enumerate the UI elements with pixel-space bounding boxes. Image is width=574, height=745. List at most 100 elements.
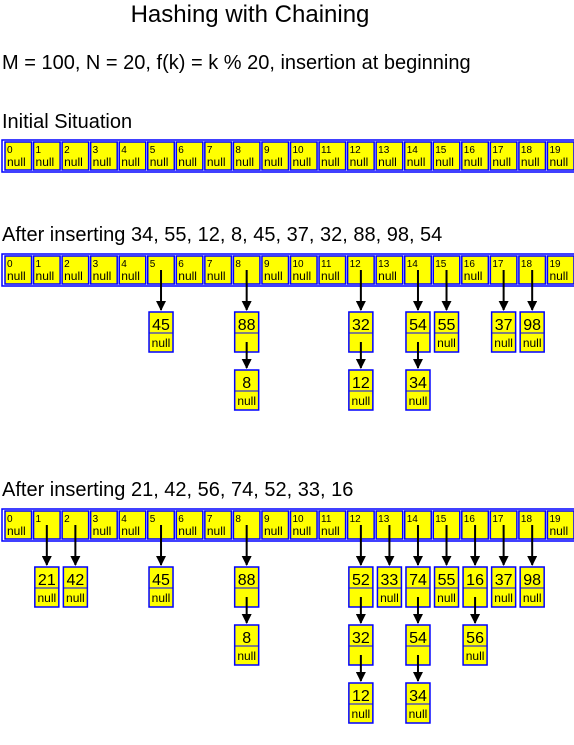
slot-index-3: 3 xyxy=(93,259,99,270)
slot-19 xyxy=(546,255,574,285)
hash-table-1: 0null1null2null3null4null545null6null7nu… xyxy=(1,253,574,411)
slot-index-5: 5 xyxy=(150,514,156,525)
slot-index-5: 5 xyxy=(150,145,156,156)
chain-node-98 xyxy=(519,566,545,608)
chain-node-null: null xyxy=(237,649,256,663)
slot-1 xyxy=(32,141,61,171)
slot-index-6: 6 xyxy=(178,514,184,525)
slot-2 xyxy=(61,141,90,171)
hash-table-0: 0null1null2null3null4null5null6null7null… xyxy=(1,139,574,173)
slot-null-13: null xyxy=(378,155,397,169)
slot-11 xyxy=(318,255,347,285)
slot-index-19: 19 xyxy=(549,514,561,525)
slot-19 xyxy=(546,510,574,540)
chain-node-null: null xyxy=(152,336,171,350)
chain-node-12 xyxy=(348,682,374,724)
slot-index-6: 6 xyxy=(178,259,184,270)
slot-index-11: 11 xyxy=(321,145,332,156)
slot-null-10: null xyxy=(293,155,312,169)
chain-node-55 xyxy=(433,566,460,608)
chain-node-key: 21 xyxy=(38,572,56,589)
slot-7 xyxy=(204,141,233,171)
slot-index-16: 16 xyxy=(464,259,476,270)
chain-node-null: null xyxy=(37,591,56,605)
chain-node-null: null xyxy=(409,707,428,721)
slot-null-6: null xyxy=(178,269,197,283)
chain-node-8 xyxy=(233,369,260,411)
slot-index-12: 12 xyxy=(350,259,362,270)
chain-node-null: null xyxy=(380,591,399,605)
slot-index-18: 18 xyxy=(521,259,533,270)
slot-null-4: null xyxy=(121,155,140,169)
slot-null-10: null xyxy=(293,269,312,283)
slot-index-4: 4 xyxy=(121,514,127,525)
chain-node-null: null xyxy=(437,336,456,350)
slot-index-5: 5 xyxy=(150,259,156,270)
slot-10 xyxy=(289,255,318,285)
chain-node-key: 54 xyxy=(409,630,427,647)
slot-null-7: null xyxy=(207,269,226,283)
slot-index-14: 14 xyxy=(407,514,419,525)
chain-node-key: 54 xyxy=(409,317,427,334)
slot-null-0: null xyxy=(7,155,26,169)
slot-6 xyxy=(175,510,204,540)
slot-index-13: 13 xyxy=(378,145,390,156)
slot-null-16: null xyxy=(464,155,483,169)
chain-node-null: null xyxy=(466,649,485,663)
slot-index-8: 8 xyxy=(235,145,241,156)
slot-13 xyxy=(375,255,404,285)
slot-null-3: null xyxy=(93,524,112,538)
slot-14 xyxy=(403,141,433,171)
slot-index-4: 4 xyxy=(121,259,127,270)
slot-10 xyxy=(289,510,318,540)
slot-null-16: null xyxy=(464,269,483,283)
slot-index-7: 7 xyxy=(207,259,213,270)
slot-13 xyxy=(375,141,404,171)
slot-index-2: 2 xyxy=(64,145,70,156)
chain-node-key: 98 xyxy=(523,572,541,589)
slot-null-7: null xyxy=(207,155,226,169)
chain-node-null: null xyxy=(352,394,371,408)
chain-node-null: null xyxy=(352,707,371,721)
slot-19 xyxy=(546,141,574,171)
slot-null-18: null xyxy=(521,155,540,169)
slot-9 xyxy=(261,255,290,285)
slot-8 xyxy=(232,141,261,171)
hash-table-border xyxy=(1,253,574,287)
chain-node-key: 42 xyxy=(66,572,84,589)
chain-node-key: 12 xyxy=(352,688,370,705)
slot-index-15: 15 xyxy=(435,259,447,270)
chain-node-37 xyxy=(490,566,517,608)
chain-node-null: null xyxy=(523,336,542,350)
slot-index-14: 14 xyxy=(407,145,419,156)
chain-node-key: 16 xyxy=(466,572,484,589)
slot-index-1: 1 xyxy=(36,145,42,156)
slot-null-3: null xyxy=(93,155,112,169)
chain-node-key: 98 xyxy=(523,317,541,334)
slot-index-11: 11 xyxy=(321,514,332,525)
chain-node-key: 56 xyxy=(466,630,484,647)
slot-null-9: null xyxy=(264,155,283,169)
chain-node-null: null xyxy=(152,591,171,605)
chain-node-34 xyxy=(405,369,431,411)
chain-node-21 xyxy=(34,566,60,608)
slot-12 xyxy=(346,141,375,171)
slot-index-15: 15 xyxy=(435,145,447,156)
slot-4 xyxy=(118,510,147,540)
chain-node-null: null xyxy=(66,591,85,605)
chain-node-key: 88 xyxy=(238,572,256,589)
slot-16 xyxy=(461,255,490,285)
slot-index-10: 10 xyxy=(293,259,305,270)
slot-index-9: 9 xyxy=(264,259,270,270)
chain-node-null: null xyxy=(409,394,428,408)
slot-index-15: 15 xyxy=(435,514,447,525)
slot-4 xyxy=(118,255,147,285)
chain-node-56 xyxy=(462,624,488,666)
slot-10 xyxy=(289,141,318,171)
slot-index-1: 1 xyxy=(36,259,42,270)
slot-3 xyxy=(89,141,118,171)
slot-index-4: 4 xyxy=(121,145,127,156)
slot-null-13: null xyxy=(378,269,397,283)
slot-null-10: null xyxy=(293,524,312,538)
slot-0 xyxy=(4,510,33,540)
